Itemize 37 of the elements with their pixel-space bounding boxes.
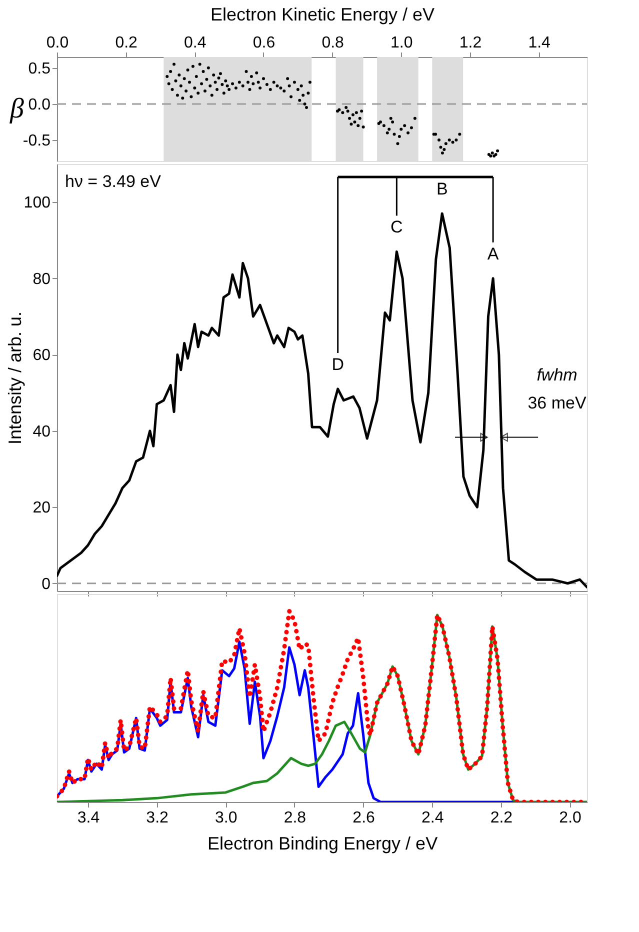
x-tick-label: 2.6 xyxy=(352,810,376,826)
x-tick-label: 3.2 xyxy=(146,810,169,826)
x-tick-label: 3.0 xyxy=(215,810,238,826)
x-tick-label: 0.2 xyxy=(115,34,138,52)
y-tick-label: 0.0 xyxy=(28,96,51,114)
annotation: hν = 3.49 eV xyxy=(65,172,162,191)
annotation: B xyxy=(436,180,448,199)
y-tick-label: 0 xyxy=(42,576,51,593)
x-axis-title: Electron Kinetic Energy / eV xyxy=(210,4,435,24)
y-tick-label: 100 xyxy=(24,194,51,212)
x-tick-label: 1.4 xyxy=(528,34,551,52)
x-tick-label: 0.8 xyxy=(322,34,344,52)
x-tick-label: 1.0 xyxy=(390,34,413,52)
x-tick-label: 2.0 xyxy=(559,810,582,826)
x-tick-label: 2.8 xyxy=(284,810,306,826)
x-tick-label: 1.2 xyxy=(459,34,482,52)
annotation: fwhm xyxy=(536,366,578,385)
x-tick-label: 0.4 xyxy=(184,34,206,52)
y-tick-label: 60 xyxy=(32,347,51,364)
x-tick-label: 0.0 xyxy=(46,34,69,52)
x-tick-label: 3.4 xyxy=(77,810,100,826)
y-axis-title: β xyxy=(8,94,24,124)
annotation: 36 meV xyxy=(528,394,587,413)
x-axis-title: Electron Binding Energy / eV xyxy=(207,834,438,854)
annotation: D xyxy=(332,354,344,374)
y-axis-title: Intensity / arb. u. xyxy=(4,311,25,445)
line-series xyxy=(57,212,587,588)
annotation: A xyxy=(487,244,500,264)
y-tick-label: -0.5 xyxy=(22,132,51,150)
y-tick-label: 40 xyxy=(32,423,51,440)
x-tick-label: 0.6 xyxy=(252,34,276,52)
y-tick-label: 20 xyxy=(32,500,51,517)
y-tick-label: 0.5 xyxy=(28,60,51,78)
annotation: C xyxy=(390,218,403,237)
y-tick-label: 80 xyxy=(32,270,51,288)
x-tick-label: 2.4 xyxy=(422,810,444,826)
x-tick-label: 2.2 xyxy=(490,810,513,826)
